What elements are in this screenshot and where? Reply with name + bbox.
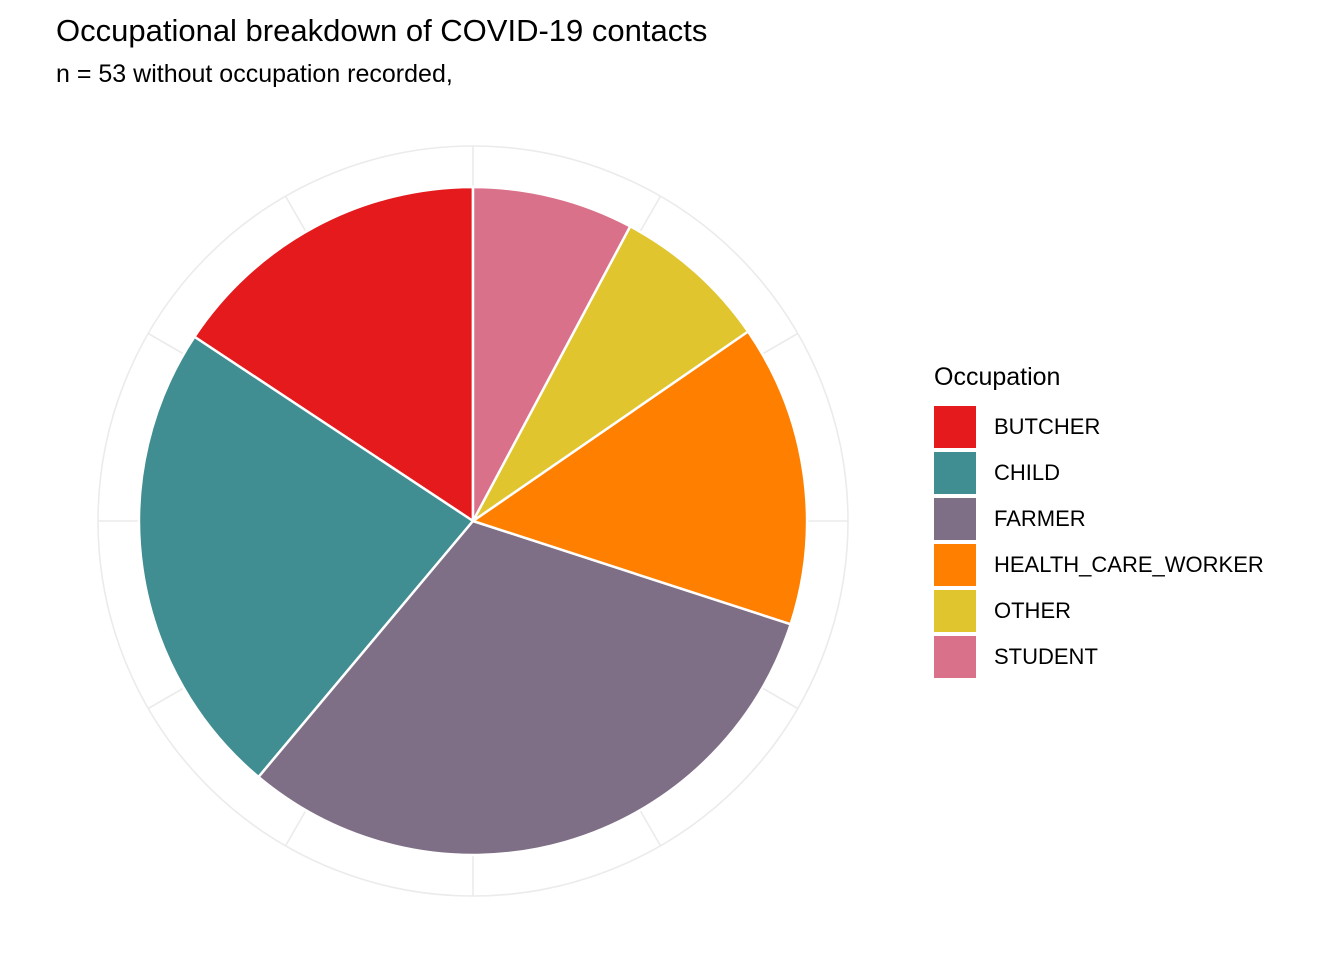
legend-label: OTHER (994, 598, 1071, 623)
chart-title: Occupational breakdown of COVID-19 conta… (56, 13, 708, 48)
legend-key-swatch (934, 544, 976, 586)
legend-title: Occupation (934, 363, 1061, 391)
legend-label: HEALTH_CARE_WORKER (994, 552, 1264, 577)
legend-label: FARMER (994, 506, 1086, 531)
legend-item: BUTCHER (934, 404, 1264, 450)
legend-item: HEALTH_CARE_WORKER (934, 542, 1264, 588)
grid-tick (638, 195, 662, 234)
legend-item: FARMER (934, 496, 1264, 542)
grid-tick (760, 686, 799, 710)
legend-key-swatch (934, 406, 976, 448)
pie-slice-farmer (257, 519, 792, 857)
legend-item: STUDENT (934, 634, 1264, 680)
grid-tick (147, 686, 186, 710)
pie-slice-child (137, 335, 475, 779)
legend-key-swatch (934, 498, 976, 540)
pie-slice-butcher (193, 185, 475, 523)
legend-list: BUTCHER CHILD FARMER HEALTH_CARE_WORKER OTHE… (934, 404, 1264, 680)
legend-label: BUTCHER (994, 414, 1101, 439)
grid-tick (284, 195, 308, 234)
legend: Occupation BUTCHER CHILD FARMER HEALTH_CARE… (934, 358, 1264, 680)
pie-slices (137, 185, 809, 857)
legend-key-swatch (934, 590, 976, 632)
legend-item: CHILD (934, 450, 1264, 496)
legend-item: OTHER (934, 588, 1264, 634)
legend-key-swatch (934, 452, 976, 494)
legend-key-swatch (934, 636, 976, 678)
polar-grid (97, 145, 849, 897)
chart-subtitle: n = 53 without occupation recorded, (56, 60, 453, 88)
pie-slice-health-care-worker (471, 330, 809, 626)
pie-chart (97, 145, 849, 897)
pie-slice-other (471, 225, 750, 523)
grid-tick (760, 332, 799, 356)
legend-label: STUDENT (994, 644, 1098, 669)
grid-tick (284, 808, 308, 847)
legend-label: CHILD (994, 460, 1061, 485)
grid-tick (147, 332, 186, 356)
grid-tick (638, 808, 662, 847)
pie-slice-student (471, 185, 632, 523)
